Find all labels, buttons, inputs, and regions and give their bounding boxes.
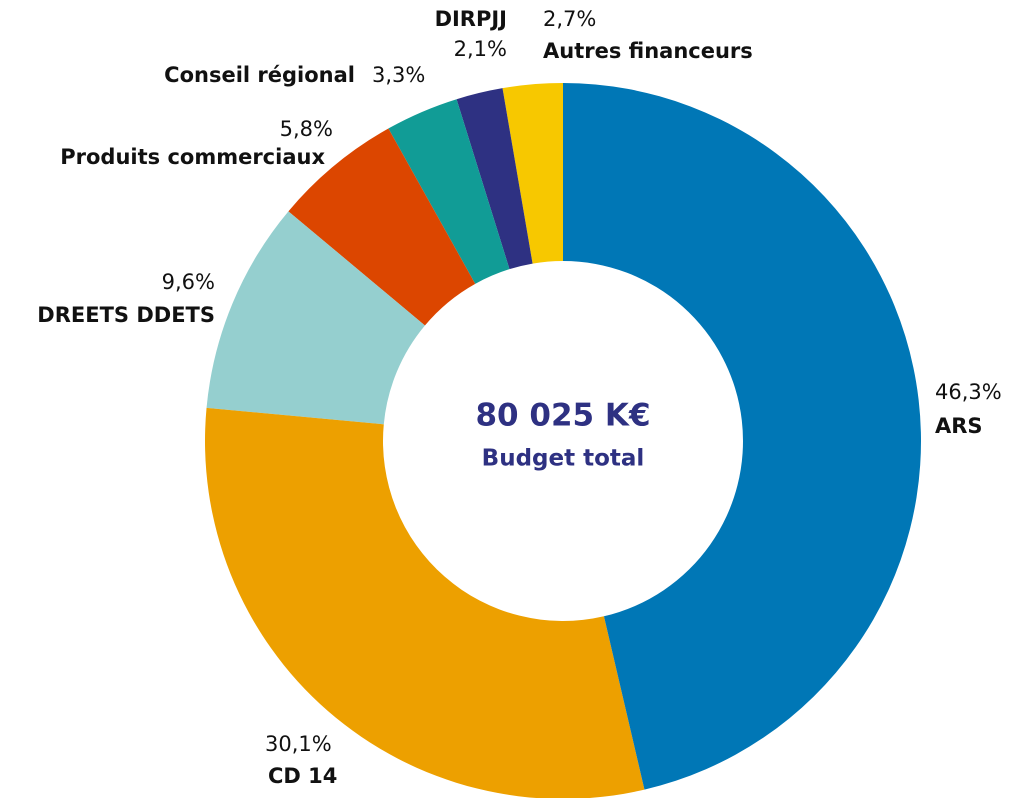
category-label: CD 14 bbox=[268, 764, 337, 788]
donut-slice bbox=[205, 407, 645, 798]
value-label: 2,1% bbox=[454, 37, 507, 61]
value-label: 9,6% bbox=[162, 270, 215, 294]
donut-slice bbox=[288, 128, 476, 326]
center-value: 80 025 K€ bbox=[475, 398, 650, 434]
category-label: ARS bbox=[935, 414, 983, 438]
category-label: DREETS DDETS bbox=[37, 303, 215, 327]
value-label: 2,7% bbox=[543, 7, 596, 31]
category-label: DIRPJJ bbox=[435, 7, 507, 31]
value-label: 30,1% bbox=[265, 732, 332, 756]
value-label: 3,3% bbox=[372, 63, 425, 87]
donut-slice bbox=[388, 99, 510, 284]
category-label: Conseil régional bbox=[164, 63, 355, 87]
center-label: Budget total bbox=[482, 446, 645, 472]
value-label: 46,3% bbox=[935, 380, 1002, 404]
donut-slice bbox=[206, 211, 425, 425]
donut-slice bbox=[563, 83, 921, 790]
category-label: Autres financeurs bbox=[543, 39, 753, 63]
donut-slice bbox=[456, 88, 533, 270]
category-label: Produits commerciaux bbox=[60, 145, 325, 169]
donut-slice bbox=[502, 83, 563, 264]
value-label: 5,8% bbox=[280, 117, 333, 141]
